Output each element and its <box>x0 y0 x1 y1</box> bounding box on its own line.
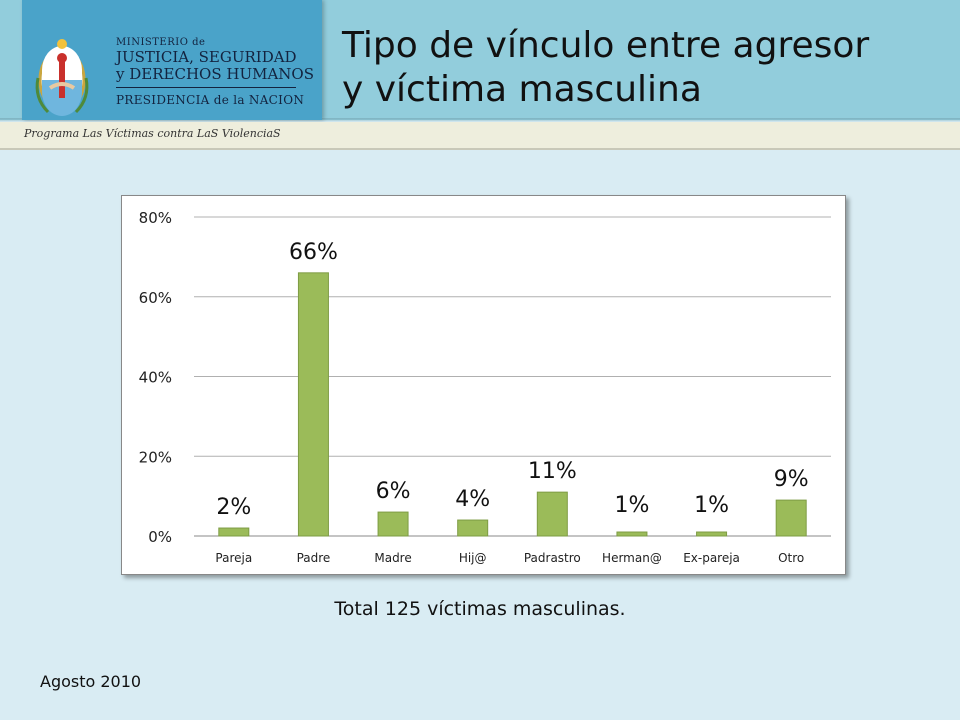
program-name: Programa Las Víctimas contra LaS Violenc… <box>24 127 281 140</box>
header-shadow <box>0 118 960 122</box>
bar <box>775 499 807 537</box>
slide-title-line-2: y víctima masculina <box>342 69 702 110</box>
slide-title: Tipo de vínculo entre agresor y víctima … <box>342 24 869 112</box>
coat-of-arms-icon <box>35 39 89 116</box>
y-tick-label: 60% <box>139 289 172 307</box>
date-label: Agosto 2010 <box>40 672 142 691</box>
ministry-divider <box>116 87 296 88</box>
y-tick-label: 0% <box>148 528 172 546</box>
bar <box>377 511 409 537</box>
program-bar: Programa Las Víctimas contra LaS Violenc… <box>0 122 960 150</box>
bar <box>536 491 568 537</box>
data-label: 1% <box>694 493 729 518</box>
category-label: Herman@ <box>602 551 662 565</box>
category-label: Otro <box>778 551 804 565</box>
ministry-line-4: PRESIDENCIA de la NACION <box>116 93 305 107</box>
bar <box>616 531 648 537</box>
chart-container: 0% 20% 40% 60% 80% 2% Pareja 66% Padre 6% Madre 4% H… <box>121 195 846 575</box>
data-label: 6% <box>376 479 411 504</box>
ministry-line-2: JUSTICIA, SEGURIDAD <box>116 48 297 66</box>
slide-title-line-1: Tipo de vínculo entre agresor <box>342 25 870 66</box>
data-label: 9% <box>774 467 809 492</box>
y-tick-label: 40% <box>139 369 172 387</box>
data-label: 2% <box>216 495 251 520</box>
data-label: 11% <box>528 459 577 484</box>
category-label: Padre <box>297 551 331 565</box>
category-label: Hij@ <box>459 551 487 565</box>
category-label: Madre <box>374 551 411 565</box>
bar-chart: 0% 20% 40% 60% 80% 2% Pareja 66% Padre 6% Madre 4% H… <box>139 209 831 565</box>
bar <box>696 531 728 537</box>
bar <box>218 527 250 537</box>
ministry-logo-panel: MINISTERIO de JUSTICIA, SEGURIDAD y DERE… <box>22 0 322 120</box>
ministry-name: MINISTERIO de JUSTICIA, SEGURIDAD y DERE… <box>116 38 314 106</box>
data-label: 4% <box>455 487 490 512</box>
ministry-line-3: y DERECHOS HUMANOS <box>116 65 314 83</box>
data-label: 1% <box>614 493 649 518</box>
y-tick-label: 80% <box>139 209 172 227</box>
y-tick-label: 20% <box>139 448 172 466</box>
bar <box>297 272 329 537</box>
bar <box>457 519 489 537</box>
total-victims-caption: Total 125 víctimas masculinas. <box>334 598 626 620</box>
category-label: Ex-pareja <box>683 551 740 565</box>
data-label: 66% <box>289 240 338 265</box>
category-label: Padrastro <box>524 551 581 565</box>
category-label: Pareja <box>215 551 252 565</box>
ministry-line-1: MINISTERIO de <box>116 37 206 48</box>
